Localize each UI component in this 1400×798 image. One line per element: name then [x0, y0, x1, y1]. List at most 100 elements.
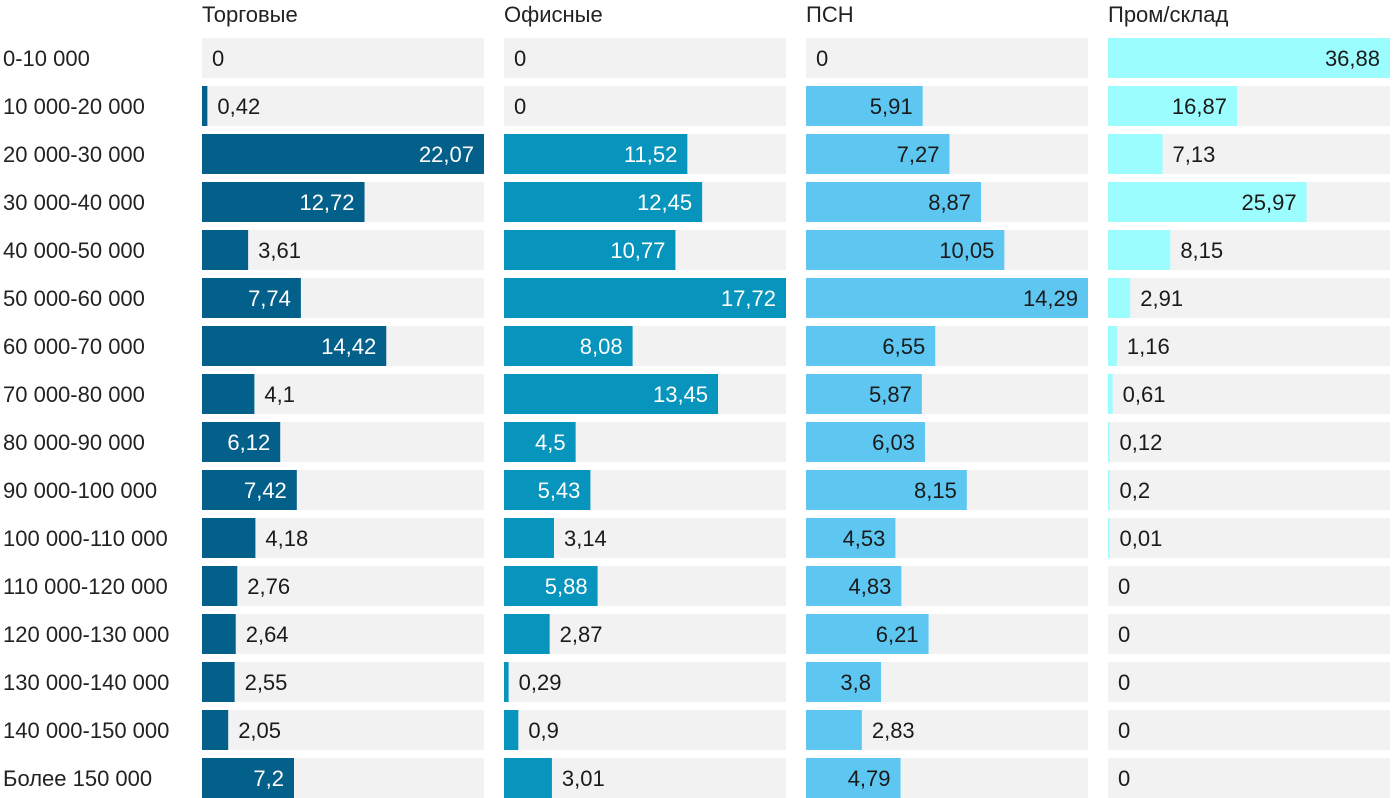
value-label: 0 [816, 46, 828, 71]
value-label: 5,87 [869, 382, 912, 407]
bar [806, 470, 967, 510]
bar [806, 662, 881, 702]
bar-track [202, 86, 484, 126]
value-label: 0 [1118, 766, 1130, 791]
value-label: 25,97 [1242, 190, 1297, 215]
category-label: 60 000-70 000 [3, 334, 145, 359]
bar-track [202, 662, 484, 702]
bar [202, 566, 238, 606]
value-label: 0,01 [1120, 526, 1163, 551]
value-label: 16,87 [1172, 94, 1227, 119]
bar [504, 374, 719, 414]
bar-track [1108, 470, 1390, 510]
column-title: Торговые [202, 2, 298, 27]
bar [504, 230, 676, 270]
category-label: 70 000-80 000 [3, 382, 145, 407]
value-label: 4,5 [535, 430, 566, 455]
bar [1108, 278, 1131, 318]
bar [504, 566, 598, 606]
bar [1108, 38, 1390, 78]
bar [806, 422, 925, 462]
value-label: 5,43 [538, 478, 581, 503]
value-label: 3,61 [258, 238, 301, 263]
bar [806, 86, 923, 126]
value-label: 8,87 [928, 190, 971, 215]
bar-track [202, 614, 484, 654]
value-label: 0 [1118, 718, 1130, 743]
value-label: 4,83 [848, 574, 891, 599]
value-label: 4,18 [265, 526, 308, 551]
value-label: 14,29 [1023, 286, 1078, 311]
bar-track [504, 662, 786, 702]
category-label: 30 000-40 000 [3, 190, 145, 215]
bar [1108, 86, 1237, 126]
category-label: 20 000-30 000 [3, 142, 145, 167]
bar [1108, 134, 1163, 174]
value-label: 0,42 [217, 94, 260, 119]
value-label: 12,72 [299, 190, 354, 215]
value-label: 0 [1118, 670, 1130, 695]
value-label: 0 [1118, 574, 1130, 599]
value-label: 4,1 [264, 382, 295, 407]
bar-track [202, 38, 484, 78]
value-label: 2,64 [246, 622, 289, 647]
bar-track [202, 230, 484, 270]
category-label: 80 000-90 000 [3, 430, 145, 455]
value-label: 7,13 [1173, 142, 1216, 167]
bar [504, 470, 591, 510]
value-label: 6,03 [872, 430, 915, 455]
bar-track [504, 710, 786, 750]
value-label: 0 [1118, 622, 1130, 647]
value-label: 5,91 [870, 94, 913, 119]
value-label: 22,07 [419, 142, 474, 167]
bar [202, 326, 387, 366]
value-label: 0 [212, 46, 224, 71]
value-label: 0,29 [519, 670, 562, 695]
value-label: 8,15 [1180, 238, 1223, 263]
value-label: 3,01 [562, 766, 605, 791]
bar [504, 326, 633, 366]
category-label: 120 000-130 000 [3, 622, 169, 647]
category-label: 0-10 000 [3, 46, 90, 71]
category-label: 10 000-20 000 [3, 94, 145, 119]
value-label: 2,55 [245, 670, 288, 695]
value-label: 2,83 [872, 718, 915, 743]
bar-track [1108, 278, 1390, 318]
value-label: 2,87 [560, 622, 603, 647]
bar-track [1108, 662, 1390, 702]
bar [202, 710, 229, 750]
bar [806, 614, 929, 654]
bar [504, 422, 576, 462]
value-label: 7,42 [244, 478, 287, 503]
bar [202, 182, 365, 222]
bar-track [1108, 422, 1390, 462]
bar-track [504, 86, 786, 126]
value-label: 6,12 [227, 430, 270, 455]
value-label: 0,9 [528, 718, 559, 743]
bar [202, 662, 235, 702]
value-label: 6,55 [882, 334, 925, 359]
bar-track [1108, 614, 1390, 654]
bar-track [504, 614, 786, 654]
value-label: 7,74 [248, 286, 291, 311]
value-label: 13,45 [653, 382, 708, 407]
value-label: 17,72 [721, 286, 776, 311]
value-label: 7,27 [897, 142, 940, 167]
bar [1108, 422, 1110, 462]
bar [504, 662, 509, 702]
value-label: 4,79 [848, 766, 891, 791]
bar-track [1108, 326, 1390, 366]
value-label: 10,77 [610, 238, 665, 263]
value-label: 3,8 [840, 670, 871, 695]
value-label: 0,61 [1123, 382, 1166, 407]
bar [1108, 326, 1117, 366]
value-label: 2,76 [247, 574, 290, 599]
bar [504, 614, 550, 654]
category-label: 140 000-150 000 [3, 718, 169, 743]
bar [806, 230, 1005, 270]
value-label: 8,15 [914, 478, 957, 503]
value-label: 0,2 [1120, 478, 1151, 503]
bar [202, 86, 208, 126]
bar-track [1108, 710, 1390, 750]
